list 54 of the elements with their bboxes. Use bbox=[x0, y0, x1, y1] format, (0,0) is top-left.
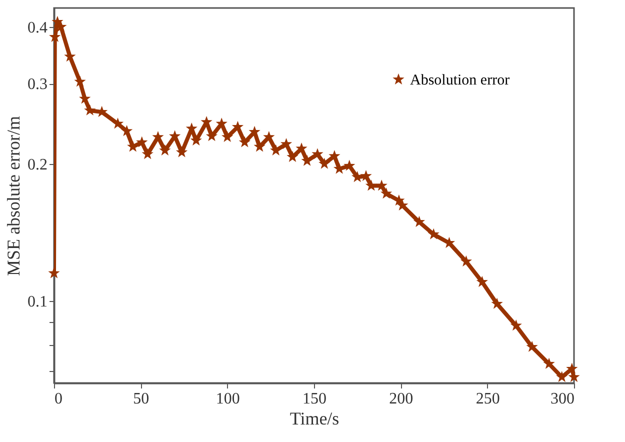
point bbox=[222, 130, 234, 142]
point bbox=[248, 126, 260, 137]
point bbox=[318, 158, 330, 169]
x-axis-title: Time/s bbox=[290, 408, 340, 428]
point bbox=[476, 276, 488, 287]
point bbox=[491, 298, 503, 309]
y-tick-label: 0.4 bbox=[28, 19, 48, 36]
point bbox=[200, 116, 212, 128]
point bbox=[413, 216, 426, 227]
point bbox=[543, 358, 555, 369]
x-tick-label: 0 bbox=[54, 390, 62, 408]
point bbox=[428, 228, 440, 240]
point bbox=[380, 188, 392, 199]
point bbox=[360, 170, 372, 182]
point bbox=[280, 138, 292, 150]
y-tick-label: 0.2 bbox=[28, 156, 48, 174]
point bbox=[376, 180, 388, 191]
point bbox=[254, 140, 266, 152]
point bbox=[344, 160, 356, 171]
point bbox=[159, 144, 171, 156]
point bbox=[396, 199, 408, 210]
point bbox=[328, 150, 340, 162]
point bbox=[79, 92, 91, 104]
legend-label: Absolution error bbox=[410, 72, 510, 88]
x-tick-label: 150 bbox=[302, 390, 326, 408]
x-tick-label: 250 bbox=[476, 390, 500, 408]
point bbox=[136, 136, 148, 148]
point bbox=[312, 148, 324, 160]
point bbox=[176, 146, 188, 158]
point bbox=[52, 16, 64, 27]
point bbox=[238, 136, 250, 148]
point bbox=[286, 150, 298, 162]
point bbox=[74, 76, 86, 87]
point bbox=[566, 362, 578, 374]
point bbox=[510, 320, 522, 331]
point bbox=[206, 130, 218, 142]
x-tick-label: 50 bbox=[133, 390, 150, 408]
point bbox=[556, 370, 568, 382]
point bbox=[526, 340, 538, 352]
point bbox=[365, 180, 378, 191]
point bbox=[112, 118, 124, 129]
x-tick-label: 200 bbox=[389, 390, 414, 408]
point bbox=[460, 255, 472, 267]
y-tick-label: 0.1 bbox=[28, 293, 48, 310]
y-tick-label: 0.3 bbox=[28, 76, 48, 94]
point bbox=[64, 50, 76, 62]
y-axis-title: MSE absolute error/m bbox=[4, 116, 24, 276]
point bbox=[84, 104, 96, 116]
point bbox=[120, 125, 133, 136]
point bbox=[190, 134, 202, 146]
point bbox=[48, 267, 60, 278]
point bbox=[142, 148, 154, 160]
x-tick-label: 100 bbox=[216, 390, 240, 408]
x-tick-label: 300 bbox=[550, 390, 574, 408]
